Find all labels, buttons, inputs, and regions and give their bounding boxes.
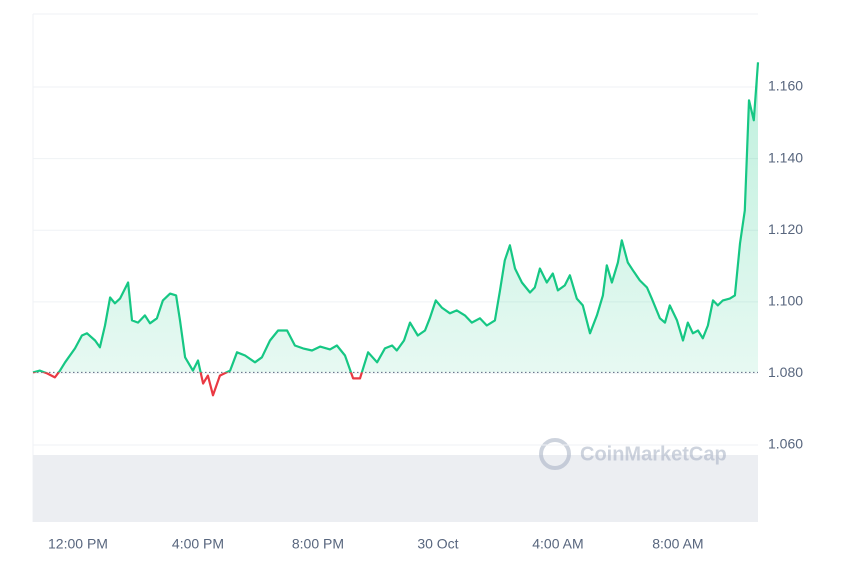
x-tick-label: 4:00 AM [532, 536, 583, 552]
volume-area [33, 455, 758, 522]
y-tick-label: 1.100 [768, 293, 803, 309]
x-tick-label: 4:00 PM [172, 536, 224, 552]
y-tick-label: 1.160 [768, 78, 803, 94]
x-tick-label: 8:00 AM [652, 536, 703, 552]
y-tick-label: 1.120 [768, 221, 803, 237]
x-tick-label: 30 Oct [417, 536, 458, 552]
x-tick-label: 12:00 PM [48, 536, 108, 552]
price-line-up [32, 62, 760, 373]
watermark: CoinMarketCap [539, 438, 727, 470]
y-tick-label: 1.080 [768, 364, 803, 380]
price-area [33, 62, 758, 373]
y-tick-label: 1.060 [768, 436, 803, 452]
watermark-logo [539, 438, 571, 470]
y-tick-label: 1.140 [768, 149, 803, 165]
watermark-text: CoinMarketCap [580, 443, 727, 465]
x-tick-label: 8:00 PM [292, 536, 344, 552]
